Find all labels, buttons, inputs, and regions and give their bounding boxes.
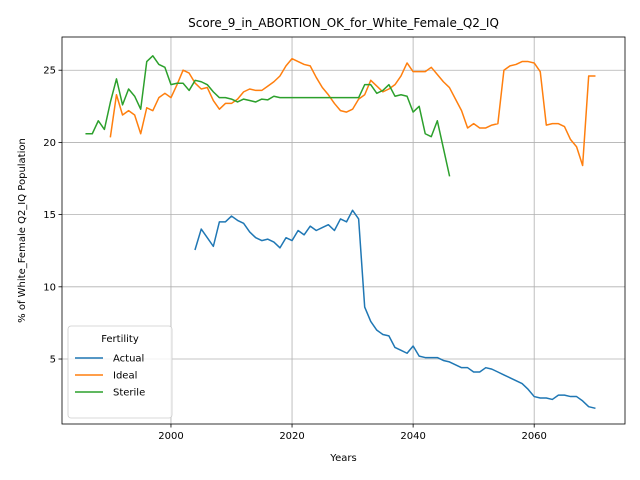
- chart-title: Score_9_in_ABORTION_OK_for_White_Female_…: [188, 16, 499, 30]
- legend-entries: Actual Ideal Sterile: [75, 354, 145, 399]
- x-axis-label: Years: [329, 453, 356, 464]
- y-tick-label: 15: [43, 210, 56, 221]
- y-tick-label: 5: [50, 355, 56, 366]
- legend-title: Fertility: [101, 334, 139, 345]
- y-tick-label: 20: [43, 138, 56, 149]
- x-tick-label: 2040: [400, 431, 425, 442]
- x-tick-label: 2000: [158, 431, 183, 442]
- plot-area-frame: [61, 36, 626, 425]
- series-line-actual: [194, 209, 596, 410]
- grid-lines: [62, 37, 625, 424]
- legend-label-sterile: Sterile: [113, 388, 145, 399]
- legend: Fertility Actual Ideal Sterile: [67, 325, 173, 419]
- legend-box: [67, 325, 173, 419]
- legend-label-actual: Actual: [113, 354, 144, 365]
- y-tick-label: 10: [43, 282, 56, 293]
- x-tick-label: 2020: [279, 431, 304, 442]
- axis-ticks: 2000 2020 2040 2060 5 10 15 20 25: [43, 66, 547, 442]
- series-line-sterile: [85, 55, 451, 177]
- y-axis-label: % of White_Female Q2_IQ Population: [17, 138, 28, 323]
- legend-label-ideal: Ideal: [113, 371, 137, 382]
- y-tick-label: 25: [43, 66, 56, 77]
- series-lines: [85, 55, 596, 410]
- x-tick-label: 2060: [521, 431, 546, 442]
- series-line-ideal: [109, 57, 596, 167]
